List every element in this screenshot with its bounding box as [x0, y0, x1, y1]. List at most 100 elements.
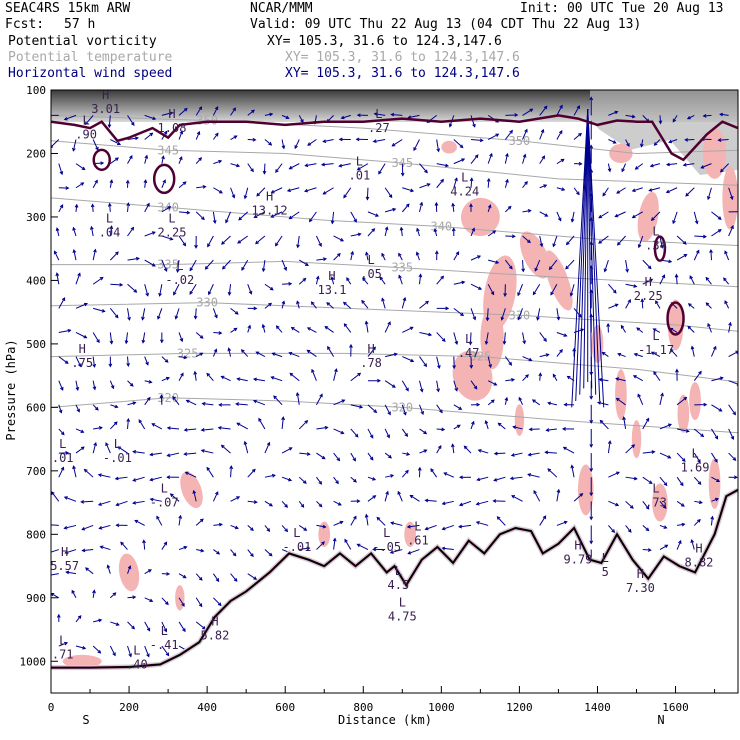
wind-vector: [56, 273, 60, 285]
wind-vector: [110, 283, 123, 286]
wind-vector: [625, 114, 635, 118]
wind-vector: [75, 182, 84, 189]
wind-vector: [599, 378, 609, 382]
field-pv-xy: XY= 105.3, 31.6 to 124.3,147.6: [267, 34, 502, 49]
wind-vector: [273, 395, 283, 406]
pv-shade-region: [637, 191, 659, 243]
wind-vector-head: [381, 252, 385, 257]
wind-vector-head: [614, 303, 619, 308]
wind-vector: [651, 351, 661, 358]
wind-vector: [195, 211, 205, 220]
pv-extremum-type: H: [266, 189, 273, 203]
wind-vector: [143, 540, 146, 550]
pv-extremum-value: .73: [645, 495, 667, 509]
wind-vector-head: [72, 226, 76, 231]
wind-vector: [453, 380, 458, 391]
wind-vector: [75, 428, 84, 433]
wind-vector: [230, 573, 238, 582]
wind-vector-head: [65, 451, 70, 455]
wind-vector-head: [97, 649, 102, 654]
wind-vector: [254, 211, 266, 218]
wind-vector: [212, 211, 216, 224]
wind-vector-head: [233, 135, 238, 139]
y-tick-label: 600: [26, 401, 46, 414]
wind-vector: [694, 235, 706, 238]
wind-vector-head: [441, 338, 446, 342]
x-tick-label: 1000: [428, 701, 455, 714]
wind-vector: [504, 259, 513, 270]
wind-vector: [367, 404, 377, 413]
wind-vector-head: [525, 374, 529, 378]
pv-shade-region: [631, 420, 642, 459]
wind-vector: [642, 278, 653, 285]
wind-vector-head: [189, 267, 194, 272]
wind-vector: [442, 547, 454, 551]
wind-vector: [522, 260, 524, 272]
wind-vector: [75, 645, 86, 649]
wind-vector-head: [561, 187, 566, 191]
wind-vector-head: [365, 251, 369, 256]
wind-vector-head: [614, 110, 619, 115]
wind-vector: [247, 469, 256, 478]
wind-vector-head: [415, 251, 420, 256]
pv-shade-region: [118, 553, 140, 592]
wind-vector: [728, 404, 736, 415]
wind-vector: [650, 163, 661, 167]
theta-contour-label: 345: [157, 143, 179, 157]
wind-vector-head: [717, 216, 722, 220]
wind-vector-head: [322, 191, 327, 195]
wind-vector-head: [149, 132, 154, 137]
wind-vector: [127, 380, 134, 387]
wind-vector: [82, 549, 94, 552]
wind-vector: [693, 428, 704, 437]
wind-vector: [533, 283, 541, 295]
wind-vector: [407, 524, 420, 528]
wind-vector: [497, 516, 506, 526]
wind-vector-head: [64, 550, 69, 555]
wind-vector: [247, 525, 254, 531]
wind-vector: [391, 113, 403, 116]
pv-extremum-value: .90: [75, 127, 97, 141]
wind-vector-head: [668, 259, 673, 264]
wind-vector-head: [664, 544, 669, 549]
wind-vector-head: [495, 260, 500, 264]
wind-vector-head: [399, 226, 404, 231]
wind-vector: [571, 465, 575, 478]
wind-vector-head: [72, 248, 77, 254]
wind-vector: [685, 187, 695, 197]
wind-vector: [710, 249, 712, 261]
wind-vector-head: [437, 444, 442, 449]
wind-vector: [75, 273, 81, 285]
wind-vector-head: [563, 402, 568, 407]
wind-vector-head: [443, 472, 448, 476]
wind-vector: [316, 426, 328, 430]
wind-vector-head: [356, 113, 361, 118]
wind-vector-head: [522, 153, 527, 158]
wind-vector-head: [81, 526, 86, 531]
wind-vector: [659, 452, 671, 459]
field-wind-name: Horizontal wind speed: [8, 66, 173, 81]
wind-vector-head: [232, 552, 237, 557]
wind-vector-head: [690, 538, 695, 544]
wind-vector: [343, 323, 352, 333]
wind-vector-head: [486, 177, 491, 182]
wind-vector-head: [658, 120, 663, 125]
wind-vector-head: [237, 240, 242, 244]
wind-vector-head: [488, 364, 492, 369]
wind-vector-head: [261, 323, 266, 328]
wind-vector: [487, 230, 496, 237]
wind-vector-head: [729, 196, 734, 201]
wind-vector: [703, 114, 712, 117]
wind-vector: [133, 500, 145, 504]
wind-vector-head: [397, 490, 401, 495]
wind-vector-head: [199, 335, 204, 339]
wind-vector: [271, 376, 283, 382]
wind-vector-head: [337, 252, 341, 257]
terrain-line: [51, 489, 738, 669]
wind-vector-head: [570, 218, 575, 223]
wind-vector: [178, 597, 185, 607]
wind-vector-head: [690, 345, 695, 350]
wind-vector: [213, 160, 222, 165]
wind-vector: [587, 109, 605, 408]
wind-vector: [110, 404, 118, 408]
